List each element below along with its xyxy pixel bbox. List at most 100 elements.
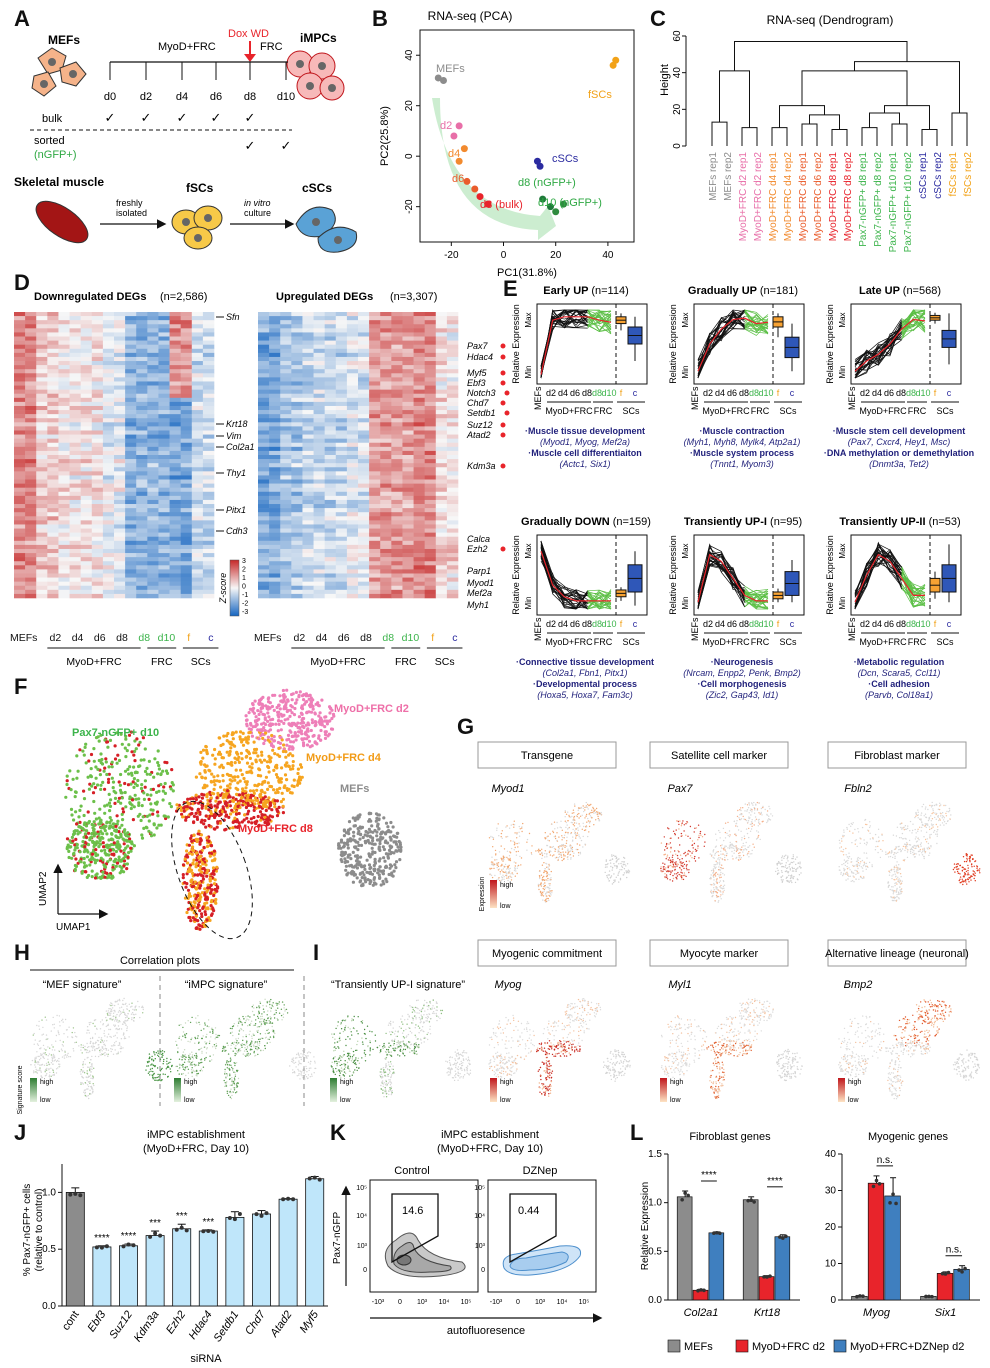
heatmap-cell <box>413 356 425 362</box>
cluster-title: Transiently UP-I (n=95) <box>684 516 802 528</box>
heatmap-cell <box>136 324 148 329</box>
umap-point <box>370 846 374 850</box>
heatmap-cell <box>25 348 37 354</box>
heatmap-cell <box>391 544 403 550</box>
umap-point <box>92 823 96 828</box>
heatmap-cell <box>202 516 215 521</box>
heatmap-cell <box>280 516 292 521</box>
heatmap-cell <box>324 459 337 464</box>
heatmap-cell <box>136 405 148 411</box>
heatmap-cell <box>102 434 115 439</box>
heatmap-cell <box>69 316 81 321</box>
heatmap-cell <box>25 467 37 472</box>
umap-point <box>272 708 276 713</box>
heatmap-cell <box>125 577 137 582</box>
heatmap-cell <box>80 446 93 452</box>
heatmap-cell <box>36 548 48 554</box>
heatmap-cell <box>36 561 48 566</box>
up-gene-label: Myf5 <box>467 368 487 378</box>
heatmap-cell <box>402 312 414 317</box>
heatmap-cell <box>191 410 204 415</box>
heatmap-cell <box>369 585 381 591</box>
umap-point <box>74 837 78 842</box>
umap-point <box>299 763 303 767</box>
heatmap-cell <box>258 442 270 448</box>
heatmap-cell <box>258 463 270 468</box>
cluster-gene-line <box>854 328 902 373</box>
heatmap-cell <box>180 471 193 476</box>
heatmap-cell <box>80 410 93 415</box>
heatmap-cell <box>169 389 181 395</box>
heatmap-cell <box>402 569 414 574</box>
cluster-x-day: d6 <box>570 619 580 629</box>
heatmap-cell <box>47 385 59 390</box>
heatmap-cell <box>80 422 93 427</box>
heatmap-cell <box>191 426 204 431</box>
heatmap-cell <box>369 544 381 550</box>
umap-point <box>378 865 382 869</box>
heatmap-cell <box>391 356 403 362</box>
umap-point <box>203 819 207 823</box>
panel-e: Early UP (n=114)Relative Expression MaxMi… <box>511 285 974 700</box>
heatmap-cell <box>280 483 292 488</box>
heatmap-cell <box>291 324 303 329</box>
heatmap-cell <box>335 369 348 374</box>
bulk-label: bulk <box>42 113 63 125</box>
heatmap-cell <box>36 577 48 582</box>
pca-ytick: 0 <box>404 153 415 159</box>
heatmap-cell <box>413 544 425 550</box>
heatmap-cell <box>324 450 337 456</box>
heatmap-cell <box>413 512 425 517</box>
heatmap-cell <box>302 512 314 517</box>
heatmap-cell <box>102 348 115 354</box>
heatmap-cell <box>58 508 70 513</box>
umap-point <box>197 868 202 872</box>
heatmap-cell <box>191 528 204 533</box>
heatmap-cell <box>169 438 181 444</box>
heatmap-cell <box>14 463 26 468</box>
umap-point <box>378 841 382 846</box>
heatmap-cell <box>202 450 215 456</box>
heatmap-cell <box>191 348 204 354</box>
heatmap-cell <box>291 312 303 317</box>
heatmap-cell <box>380 393 392 399</box>
heatmap-cell <box>91 459 104 464</box>
heatmap-cell <box>136 446 148 452</box>
heatmap-cell <box>25 593 37 599</box>
heatmap-cell <box>58 475 70 480</box>
dendro-branch <box>951 112 968 146</box>
bulk-check-icon: ✓ <box>105 110 116 125</box>
heatmap-cell <box>114 581 126 587</box>
heatmap-cell <box>435 414 448 419</box>
heatmap-cell <box>191 581 204 587</box>
heatmap-cell <box>91 320 104 325</box>
heatmap-col-label: d6 <box>94 632 106 644</box>
heatmap-cell <box>191 422 204 427</box>
heatmap-cell <box>402 508 414 513</box>
heatmap-cell <box>58 393 70 399</box>
heatmap-cell <box>391 414 403 419</box>
heatmap-cell <box>136 385 148 390</box>
heatmap-cell <box>435 528 448 533</box>
heatmap-cell <box>169 361 181 366</box>
heatmap-cell <box>269 332 281 337</box>
heatmap-cell <box>125 524 137 529</box>
umap-point <box>340 854 344 858</box>
heatmap-cell <box>69 455 81 460</box>
heatmap-cell <box>136 520 148 525</box>
cluster-group-label: FRC <box>751 406 770 416</box>
cluster-gene-line-frc <box>901 322 926 340</box>
heatmap-cell <box>191 316 204 321</box>
heatmap-cell <box>102 528 115 533</box>
heatmap-cell <box>102 442 115 448</box>
heatmap-cell <box>47 365 59 370</box>
day-label: d4 <box>176 91 188 103</box>
heatmap-cell <box>147 540 159 546</box>
heatmap-cell <box>102 336 115 341</box>
cluster-frame <box>536 534 648 616</box>
heatmap-cell <box>446 418 459 423</box>
heatmap-cell <box>380 397 392 403</box>
umap-point <box>279 800 283 804</box>
heatmap-cell <box>169 405 181 411</box>
heatmap-cell <box>402 434 414 439</box>
